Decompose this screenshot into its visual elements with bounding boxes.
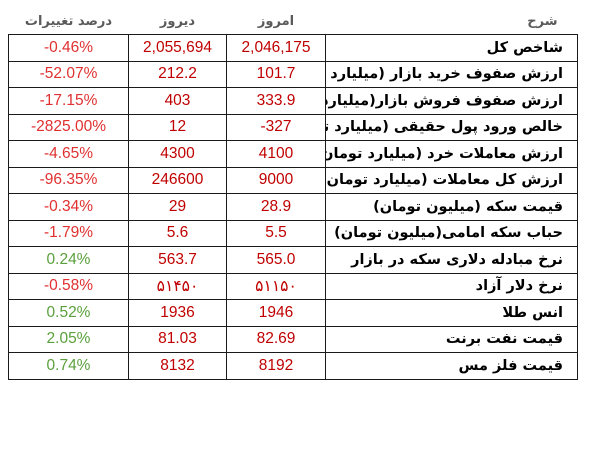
cell-description: قیمت نفت برنت	[325, 325, 578, 353]
cell-today: 5.5	[226, 219, 326, 247]
cell-change: 2.05%	[8, 325, 129, 353]
table-row: -1.79% 5.6 5.5 حباب سکه امامی(میلیون تومان)	[8, 219, 578, 247]
cell-yesterday: ۵۱۴۵۰	[128, 272, 227, 300]
cell-description: قیمت فلز مس	[325, 352, 578, 380]
cell-today: 8192	[226, 352, 326, 380]
cell-change: -0.34%	[8, 193, 129, 221]
cell-description: قیمت سکه (میلیون تومان)	[325, 193, 578, 221]
header-today: امروز	[257, 14, 295, 29]
cell-change: 0.74%	[8, 352, 129, 380]
cell-yesterday: 29	[128, 193, 227, 221]
cell-description: خالص ورود پول حقیقی (میلیارد تومان)	[325, 113, 578, 141]
cell-change: -2825.00%	[8, 113, 129, 141]
table-row: -0.58% ۵۱۴۵۰ ۵۱۱۵۰ نرخ دلار آزاد	[8, 272, 578, 300]
cell-change: -4.65%	[8, 140, 129, 168]
cell-change: -1.79%	[8, 219, 129, 247]
cell-yesterday: 12	[128, 113, 227, 141]
cell-yesterday: 212.2	[128, 60, 227, 88]
market-summary-table-container: درصد تغییرات دیروز امروز شرح -0.46% 2,055…	[8, 9, 578, 380]
cell-description: ارزش کل معاملات (میلیارد تومان)	[325, 166, 578, 194]
header-yesterday: دیروز	[159, 14, 196, 29]
table-row: -0.34% 29 28.9 قیمت سکه (میلیون تومان)	[8, 193, 578, 221]
cell-yesterday: 403	[128, 87, 227, 115]
cell-yesterday: 2,055,694	[128, 34, 227, 62]
cell-change: -96.35%	[8, 166, 129, 194]
cell-change: 0.52%	[8, 299, 129, 327]
cell-description: شاخص کل	[325, 34, 578, 62]
header-change: درصد تغییرات	[24, 14, 113, 29]
cell-yesterday: 4300	[128, 140, 227, 168]
cell-description: انس طلا	[325, 299, 578, 327]
table-row: -0.46% 2,055,694 2,046,175 شاخص کل	[8, 34, 578, 62]
cell-description: حباب سکه امامی(میلیون تومان)	[325, 219, 578, 247]
cell-change: -17.15%	[8, 87, 129, 115]
cell-change: 0.24%	[8, 246, 129, 274]
cell-change: -0.46%	[8, 34, 129, 62]
cell-yesterday: 8132	[128, 352, 227, 380]
cell-description: ارزش صفوف خرید بازار (میلیارد تومان)	[325, 60, 578, 88]
cell-yesterday: 246600	[128, 166, 227, 194]
cell-today: 82.69	[226, 325, 326, 353]
cell-yesterday: 81.03	[128, 325, 227, 353]
cell-change: -0.58%	[8, 272, 129, 300]
cell-today: 333.9	[226, 87, 326, 115]
cell-today: 1946	[226, 299, 326, 327]
cell-today: 4100	[226, 140, 326, 168]
cell-today: 28.9	[226, 193, 326, 221]
cell-today: 9000	[226, 166, 326, 194]
table-row: 2.05% 81.03 82.69 قیمت نفت برنت	[8, 325, 578, 353]
table-header-row: درصد تغییرات دیروز امروز شرح	[9, 9, 578, 35]
cell-today: 2,046,175	[226, 34, 326, 62]
cell-description: نرخ دلار آزاد	[325, 272, 578, 300]
cell-today: -327	[226, 113, 326, 141]
cell-today: 565.0	[226, 246, 326, 274]
cell-description: ارزش صفوف فروش بازار(میلیارد تومان)	[325, 87, 578, 115]
table-row: -17.15% 403 333.9 ارزش صفوف فروش بازار(میلی…	[8, 87, 578, 115]
table-row: -4.65% 4300 4100 ارزش معاملات خرد (میلیارد …	[8, 140, 578, 168]
cell-today: 101.7	[226, 60, 326, 88]
table-row: 0.52% 1936 1946 انس طلا	[8, 299, 578, 327]
table-row: 0.74% 8132 8192 قیمت فلز مس	[8, 352, 578, 380]
cell-yesterday: 5.6	[128, 219, 227, 247]
table-row: -96.35% 246600 9000 ارزش کل معاملات (میلیار…	[8, 166, 578, 194]
table-row: -2825.00% 12 -327 خالص ورود پول حقیقی (میلی…	[8, 113, 578, 141]
header-description: شرح	[527, 14, 558, 29]
cell-today: ۵۱۱۵۰	[226, 272, 326, 300]
cell-yesterday: 1936	[128, 299, 227, 327]
cell-change: -52.07%	[8, 60, 129, 88]
market-summary-table: درصد تغییرات دیروز امروز شرح -0.46% 2,055…	[8, 9, 578, 380]
table-body: -0.46% 2,055,694 2,046,175 شاخص کل -52.07% 21…	[8, 34, 578, 380]
cell-description: ارزش معاملات خرد (میلیارد تومان)	[325, 140, 578, 168]
cell-yesterday: 563.7	[128, 246, 227, 274]
table-row: 0.24% 563.7 565.0 نرخ مبادله دلاری سکه در ب…	[8, 246, 578, 274]
cell-description: نرخ مبادله دلاری سکه در بازار	[325, 246, 578, 274]
table-row: -52.07% 212.2 101.7 ارزش صفوف خرید بازار (م…	[8, 60, 578, 88]
